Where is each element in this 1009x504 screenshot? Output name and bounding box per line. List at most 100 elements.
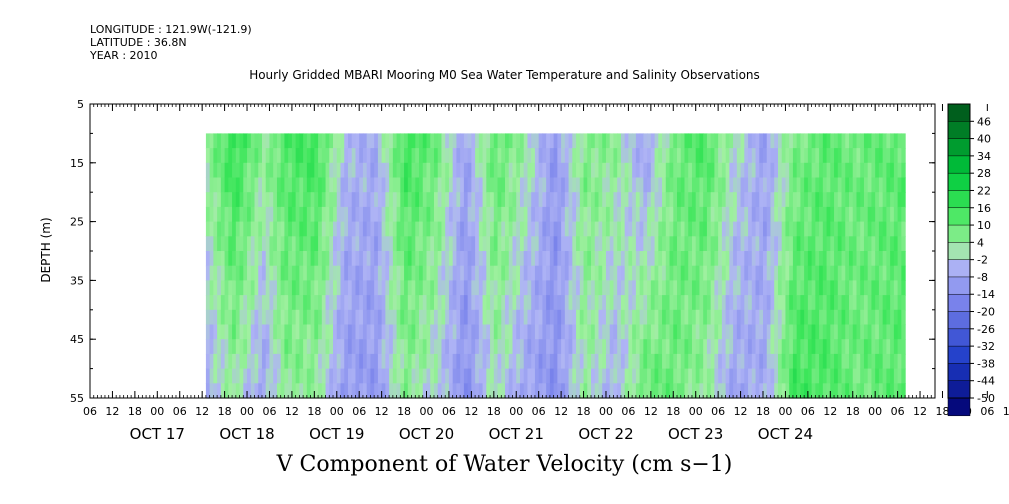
- heatmap-cell: [512, 221, 517, 237]
- heatmap-cell: [232, 368, 237, 384]
- heatmap-cell: [714, 339, 719, 355]
- heatmap-cell: [325, 177, 330, 193]
- heatmap-cell: [617, 133, 622, 149]
- heatmap-cell: [733, 383, 738, 399]
- heatmap-cell: [407, 309, 413, 326]
- heatmap-cell: [426, 177, 431, 193]
- heatmap-cell: [512, 206, 517, 223]
- heatmap-cell: [901, 309, 906, 326]
- heatmap-cell: [463, 206, 469, 223]
- heatmap-cell: [482, 162, 487, 179]
- heatmap-cell: [261, 192, 267, 208]
- heatmap-cell: [396, 236, 401, 252]
- heatmap-cell: [852, 236, 858, 252]
- heatmap-cell: [564, 280, 570, 296]
- heatmap-cell: [755, 148, 760, 164]
- heatmap-cell: [288, 280, 293, 296]
- heatmap-cell: [228, 383, 233, 399]
- heatmap-cell: [534, 324, 540, 340]
- heatmap-cell: [433, 251, 439, 267]
- heatmap-cell: [239, 309, 244, 326]
- heatmap-cell: [591, 133, 596, 149]
- heatmap-cell: [815, 192, 820, 208]
- heatmap-cell: [792, 280, 798, 296]
- heatmap-cell: [658, 339, 663, 355]
- heatmap-cell: [830, 192, 835, 208]
- heatmap-cell: [247, 251, 252, 267]
- heatmap-cell: [501, 236, 506, 252]
- heatmap-cell: [624, 148, 630, 164]
- heatmap-cell: [448, 265, 454, 281]
- heatmap-cell: [624, 368, 630, 384]
- heatmap-cell: [792, 368, 798, 384]
- heatmap-cell: [632, 309, 637, 326]
- heatmap-cell: [310, 324, 315, 340]
- x-tick-label: 18: [846, 405, 860, 418]
- heatmap-cell: [448, 221, 454, 237]
- heatmap-cell: [235, 383, 241, 399]
- heatmap-cell: [572, 339, 577, 355]
- heatmap-cell: [561, 162, 566, 179]
- heatmap-cell: [273, 251, 278, 267]
- heatmap-cell: [482, 251, 487, 267]
- heatmap-cell: [845, 353, 850, 370]
- heatmap-cell: [490, 353, 495, 370]
- heatmap-cell: [329, 162, 334, 179]
- heatmap-cell: [740, 295, 745, 311]
- heatmap-cell: [591, 192, 596, 208]
- heatmap-cell: [247, 148, 252, 164]
- heatmap-cell: [796, 177, 801, 193]
- heatmap-cell: [736, 148, 742, 164]
- heatmap-cell: [295, 368, 300, 384]
- heatmap-cell: [220, 339, 226, 355]
- heatmap-cell: [710, 339, 716, 355]
- heatmap-cell: [303, 236, 308, 252]
- heatmap-cell: [531, 221, 536, 237]
- heatmap-cell: [665, 162, 671, 179]
- heatmap-cell: [576, 162, 581, 179]
- heatmap-cell: [617, 192, 622, 208]
- heatmap-cell: [860, 295, 865, 311]
- heatmap-cell: [258, 324, 263, 340]
- heatmap-cell: [579, 339, 585, 355]
- heatmap-cell: [736, 324, 742, 340]
- heatmap-cell: [605, 383, 611, 399]
- heatmap-cell: [721, 324, 727, 340]
- heatmap-cell: [759, 353, 764, 370]
- heatmap-cell: [362, 236, 368, 252]
- heatmap-cell: [265, 309, 271, 326]
- heatmap-cell: [205, 383, 211, 399]
- heatmap-cell: [243, 133, 248, 149]
- heatmap-cell: [291, 192, 297, 208]
- heatmap-cell: [755, 265, 760, 281]
- heatmap-cell: [303, 339, 308, 355]
- heatmap-cell: [314, 251, 319, 267]
- heatmap-cell: [422, 353, 428, 370]
- heatmap-cell: [710, 236, 716, 252]
- heatmap-cell: [568, 236, 573, 252]
- colorbar-swatch: [947, 328, 971, 347]
- heatmap-cell: [523, 148, 529, 164]
- heatmap-cell: [396, 324, 401, 340]
- heatmap-cell: [209, 383, 214, 399]
- heatmap-cell: [819, 324, 824, 340]
- heatmap-cell: [205, 265, 211, 281]
- heatmap-cell: [467, 162, 472, 179]
- heatmap-cell: [617, 309, 622, 326]
- heatmap-cell: [538, 148, 544, 164]
- heatmap-cell: [871, 206, 876, 223]
- heatmap-cell: [303, 295, 308, 311]
- heatmap-cell: [744, 251, 749, 267]
- heatmap-cell: [635, 148, 641, 164]
- x-date-label: OCT 19: [309, 425, 364, 443]
- heatmap-cell: [329, 324, 334, 340]
- heatmap-cell: [347, 309, 353, 326]
- heatmap-cell: [639, 148, 644, 164]
- heatmap-cell: [404, 265, 409, 281]
- heatmap-cell: [807, 177, 813, 193]
- heatmap-cell: [217, 280, 222, 296]
- heatmap-cell: [774, 221, 779, 237]
- heatmap-cell: [751, 265, 757, 281]
- heatmap-cell: [288, 162, 293, 179]
- heatmap-cell: [224, 309, 229, 326]
